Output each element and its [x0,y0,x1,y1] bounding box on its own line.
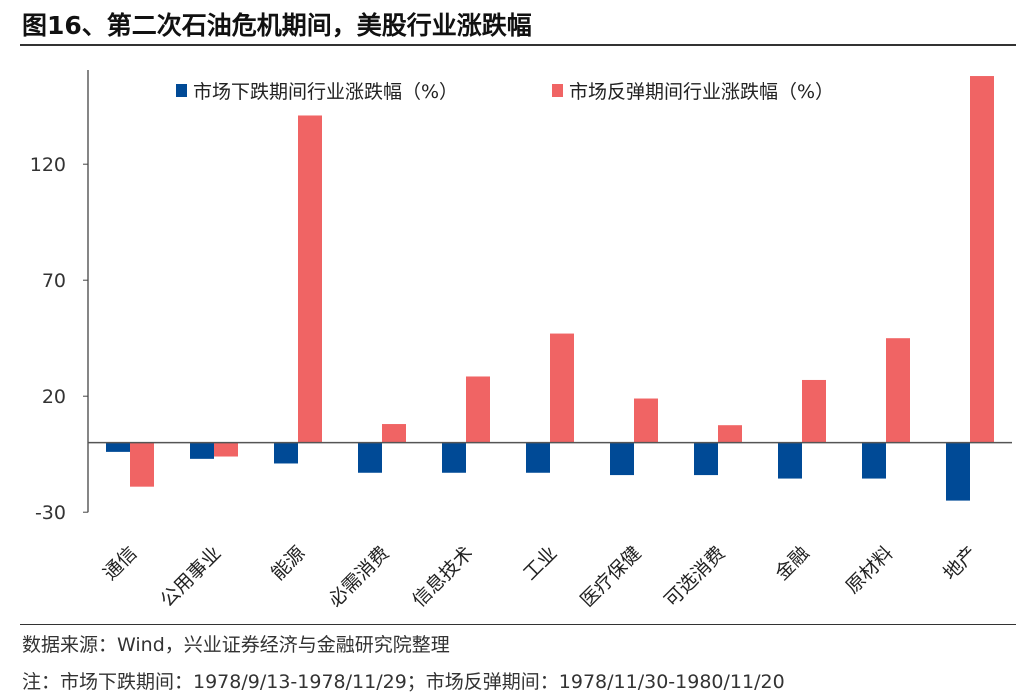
bar-decline [946,442,970,501]
bar-rebound [550,333,574,443]
bar-rebound [886,338,910,443]
bar-decline [862,442,886,479]
y-tick-label: 20 [42,386,66,408]
legend-swatch [176,84,187,97]
chart-title: 图16、第二次石油危机期间，美股行业涨跌幅 [22,11,532,40]
period-note: 注：市场下跌期间：1978/9/13-1978/11/29；市场反弹期间：197… [22,671,785,693]
bar-decline [274,442,298,464]
x-tick-label: 医疗保健 [576,542,645,611]
legend-label: 市场下跌期间行业涨跌幅（%） [193,81,458,103]
bar-decline [358,442,382,473]
y-tick-label: 120 [30,154,66,176]
x-tick-label: 工业 [519,542,561,584]
x-tick-label: 金融 [771,542,813,584]
bar-decline [778,442,802,479]
bar-chart: -30 20 70 120 通信 公用事业 能源 必需消费 信息技术 工业 医疗保健 可选消费 金融 原材… [30,70,1012,611]
legend-swatch [552,84,563,97]
bar-rebound [298,115,322,443]
x-tick-label: 可选消费 [660,542,729,611]
title-divider [20,44,1016,46]
bar-rebound [718,425,742,443]
bar-decline [610,442,634,476]
bar-decline [442,442,466,473]
legend-label: 市场反弹期间行业涨跌幅（%） [569,81,834,103]
bar-rebound [634,398,658,443]
x-tick-label: 通信 [99,542,141,584]
x-tick-label: 公用事业 [156,542,225,611]
source-note: 数据来源：Wind，兴业证券经济与金融研究院整理 [22,634,450,656]
x-tick-label: 地产 [939,542,981,584]
bar-decline [106,442,130,452]
bar-rebound [130,442,154,487]
bar-decline [190,442,214,459]
bar-rebound [466,376,490,443]
x-tick-label: 信息技术 [408,542,477,611]
footer-divider [20,624,1016,625]
bar-rebound [382,424,406,443]
x-tick-label: 原材料 [842,542,898,598]
y-tick-label: 70 [42,270,66,292]
bar-rebound [802,379,826,443]
y-tick-label: -30 [35,502,66,524]
bar-decline [526,442,550,473]
x-tick-label: 能源 [267,542,309,584]
x-tick-label: 必需消费 [324,542,393,611]
bar-rebound [214,442,238,457]
bar-rebound [970,76,994,443]
bar-decline [694,442,718,476]
